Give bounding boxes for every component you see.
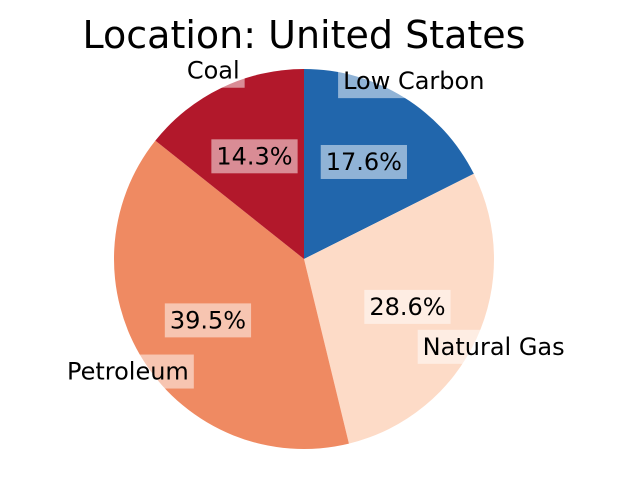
pct-label-low-carbon: 17.6% bbox=[326, 148, 402, 176]
pct-label-petroleum-group: 39.5% bbox=[165, 303, 251, 337]
slice-label-low-carbon: Low Carbon bbox=[343, 67, 484, 95]
slice-label-petroleum-group: Petroleum bbox=[62, 355, 194, 389]
pie-slices bbox=[114, 69, 494, 449]
pct-label-coal-group: 14.3% bbox=[211, 139, 297, 173]
slice-label-coal-group: Coal bbox=[182, 54, 245, 88]
slice-label-coal: Coal bbox=[187, 57, 240, 85]
slice-label-natural-gas-group: Natural Gas bbox=[418, 330, 570, 364]
pct-label-petroleum: 39.5% bbox=[170, 306, 246, 334]
pct-label-natural-gas: 28.6% bbox=[369, 293, 445, 321]
pct-label-natural-gas-group: 28.6% bbox=[364, 290, 450, 324]
slice-label-low-carbon-group: Low Carbon bbox=[338, 64, 489, 98]
pct-label-low-carbon-group: 17.6% bbox=[321, 145, 407, 179]
chart-title: Location: United States bbox=[83, 13, 526, 57]
slice-label-natural-gas: Natural Gas bbox=[423, 333, 565, 361]
pct-label-coal: 14.3% bbox=[216, 142, 292, 170]
slice-label-petroleum: Petroleum bbox=[67, 358, 189, 386]
